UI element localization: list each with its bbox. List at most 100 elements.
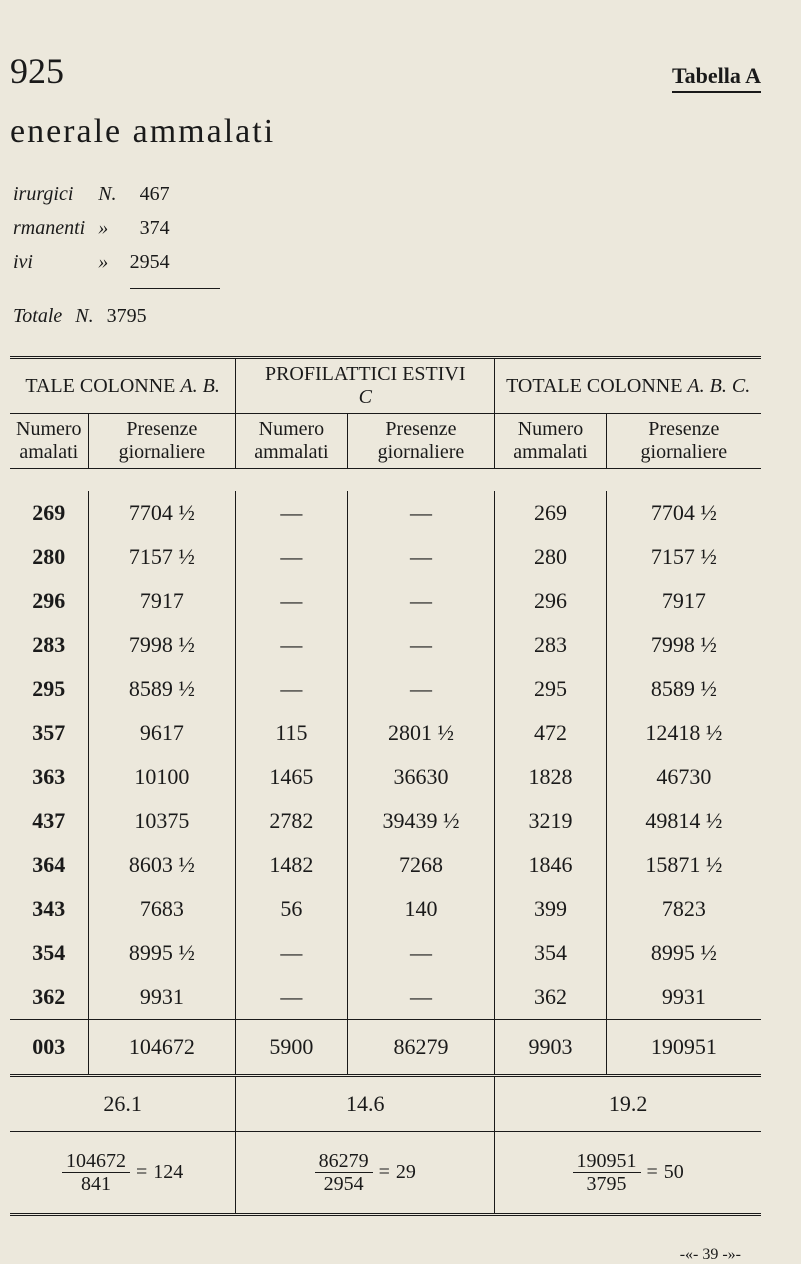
cell: — xyxy=(236,535,347,579)
group-header-c-bottom: C xyxy=(359,386,372,408)
page-number: 925 xyxy=(10,50,64,92)
subhead-text: Presenze xyxy=(126,418,197,440)
cell: — xyxy=(347,535,495,579)
frac-num: 86279 xyxy=(315,1150,373,1173)
cell: 104672 xyxy=(88,1020,236,1076)
frac-den: 3795 xyxy=(583,1173,631,1195)
cell: 8589 ½ xyxy=(606,667,761,711)
frac-ab: 104672 841 = 124 xyxy=(10,1132,236,1215)
table-row: 3629931——3629931 xyxy=(10,975,761,1020)
cell: 9931 xyxy=(88,975,236,1020)
cell: 472 xyxy=(495,711,606,755)
cell: 7917 xyxy=(88,579,236,623)
summary-row: rmanenti » 374 xyxy=(12,212,180,244)
cell: 296 xyxy=(495,579,606,623)
cell: 399 xyxy=(495,887,606,931)
cell: 15871 ½ xyxy=(606,843,761,887)
cell: 7998 ½ xyxy=(88,623,236,667)
totals-row: 003 104672 5900 86279 9903 190951 xyxy=(10,1020,761,1076)
cell: 8995 ½ xyxy=(88,931,236,975)
averages-row: 26.1 14.6 19.2 xyxy=(10,1076,761,1132)
cell: — xyxy=(347,975,495,1020)
total-val: 3795 xyxy=(106,297,157,332)
cell: — xyxy=(347,491,495,535)
fraction: 86279 2954 = 29 xyxy=(315,1150,416,1195)
subhead-text: ammalati xyxy=(254,441,328,463)
cell: 269 xyxy=(495,491,606,535)
table-row: 35796171152801 ½47212418 ½ xyxy=(10,711,761,755)
cell: 357 xyxy=(10,711,88,755)
avg-ab: 26.1 xyxy=(10,1076,236,1132)
frac-abc: 190951 3795 = 50 xyxy=(495,1132,761,1215)
table-row: 3548995 ½——3548995 ½ xyxy=(10,931,761,975)
cell: 9617 xyxy=(88,711,236,755)
summary-row: irurgici N. 467 xyxy=(12,178,180,210)
table-row: 43710375278239439 ½321949814 ½ xyxy=(10,799,761,843)
cell: 280 xyxy=(495,535,606,579)
frac-res: 50 xyxy=(664,1161,684,1184)
group-header-c: PROFILATTICI ESTIVI C xyxy=(236,358,495,414)
cell: — xyxy=(236,975,347,1020)
summary-val: 374 xyxy=(129,212,180,244)
summary-label: rmanenti xyxy=(12,212,95,244)
cell: 362 xyxy=(495,975,606,1020)
cell: 46730 xyxy=(606,755,761,799)
cell: 3219 xyxy=(495,799,606,843)
cell: 12418 ½ xyxy=(606,711,761,755)
subhead-text: amalati xyxy=(19,441,78,463)
cell: 1846 xyxy=(495,843,606,887)
subhead-text: Numero xyxy=(259,418,325,440)
cell: 362 xyxy=(10,975,88,1020)
cell: 10100 xyxy=(88,755,236,799)
frac-res: 124 xyxy=(153,1161,183,1184)
cell: 437 xyxy=(10,799,88,843)
cell: 8589 ½ xyxy=(88,667,236,711)
subhead-text: ammalati xyxy=(513,441,587,463)
cell: 7704 ½ xyxy=(606,491,761,535)
total-label: Totale xyxy=(12,297,72,332)
total-sym: N. xyxy=(74,297,103,332)
group-header-abc: TOTALE COLONNE A. B. C. xyxy=(495,358,761,414)
table-row: 2958589 ½——2958589 ½ xyxy=(10,667,761,711)
summary-label: irurgici xyxy=(12,178,95,210)
cell: 354 xyxy=(10,931,88,975)
fraction: 104672 841 = 124 xyxy=(62,1150,183,1195)
top-line: 925 Tabella A xyxy=(10,50,761,93)
group-header-ab-text: TALE COLONNE xyxy=(25,375,175,397)
frac-num: 190951 xyxy=(573,1150,641,1173)
cell: 283 xyxy=(495,623,606,667)
summary-divider xyxy=(130,288,220,289)
subhead-pres-a: Presenze giornaliere xyxy=(88,414,236,469)
cell: 354 xyxy=(495,931,606,975)
cell: — xyxy=(347,579,495,623)
cell: 7268 xyxy=(347,843,495,887)
main-table: TALE COLONNE A. B. PROFILATTICI ESTIVI C… xyxy=(10,356,761,1216)
cell: 7683 xyxy=(88,887,236,931)
group-header-c-top: PROFILATTICI ESTIVI xyxy=(265,363,466,385)
summary-sym: » xyxy=(97,212,126,244)
summary-total: Totale N. 3795 xyxy=(10,295,159,334)
table-row: 3437683561403997823 xyxy=(10,887,761,931)
frac-den: 2954 xyxy=(320,1173,368,1195)
frac-den: 841 xyxy=(77,1173,115,1195)
cell: 56 xyxy=(236,887,347,931)
frac-c: 86279 2954 = 29 xyxy=(236,1132,495,1215)
summary-total-row: Totale N. 3795 xyxy=(12,297,157,332)
cell: 190951 xyxy=(606,1020,761,1076)
cell: 363 xyxy=(10,755,88,799)
table-row: 36310100146536630182846730 xyxy=(10,755,761,799)
cell: 296 xyxy=(10,579,88,623)
cell: 364 xyxy=(10,843,88,887)
cell: 003 xyxy=(10,1020,88,1076)
summary-sym: N. xyxy=(97,178,126,210)
cell: 49814 ½ xyxy=(606,799,761,843)
cell: 39439 ½ xyxy=(347,799,495,843)
cell: 36630 xyxy=(347,755,495,799)
cell: 1482 xyxy=(236,843,347,887)
subhead-text: Numero xyxy=(16,418,82,440)
fractions-row: 104672 841 = 124 86279 2954 = 29 xyxy=(10,1132,761,1215)
cell: 7823 xyxy=(606,887,761,931)
subhead-num-a: Numero amalati xyxy=(10,414,88,469)
page-footer: -«- 39 -»- xyxy=(10,1246,761,1264)
subhead-pres-c: Presenze giornaliere xyxy=(347,414,495,469)
